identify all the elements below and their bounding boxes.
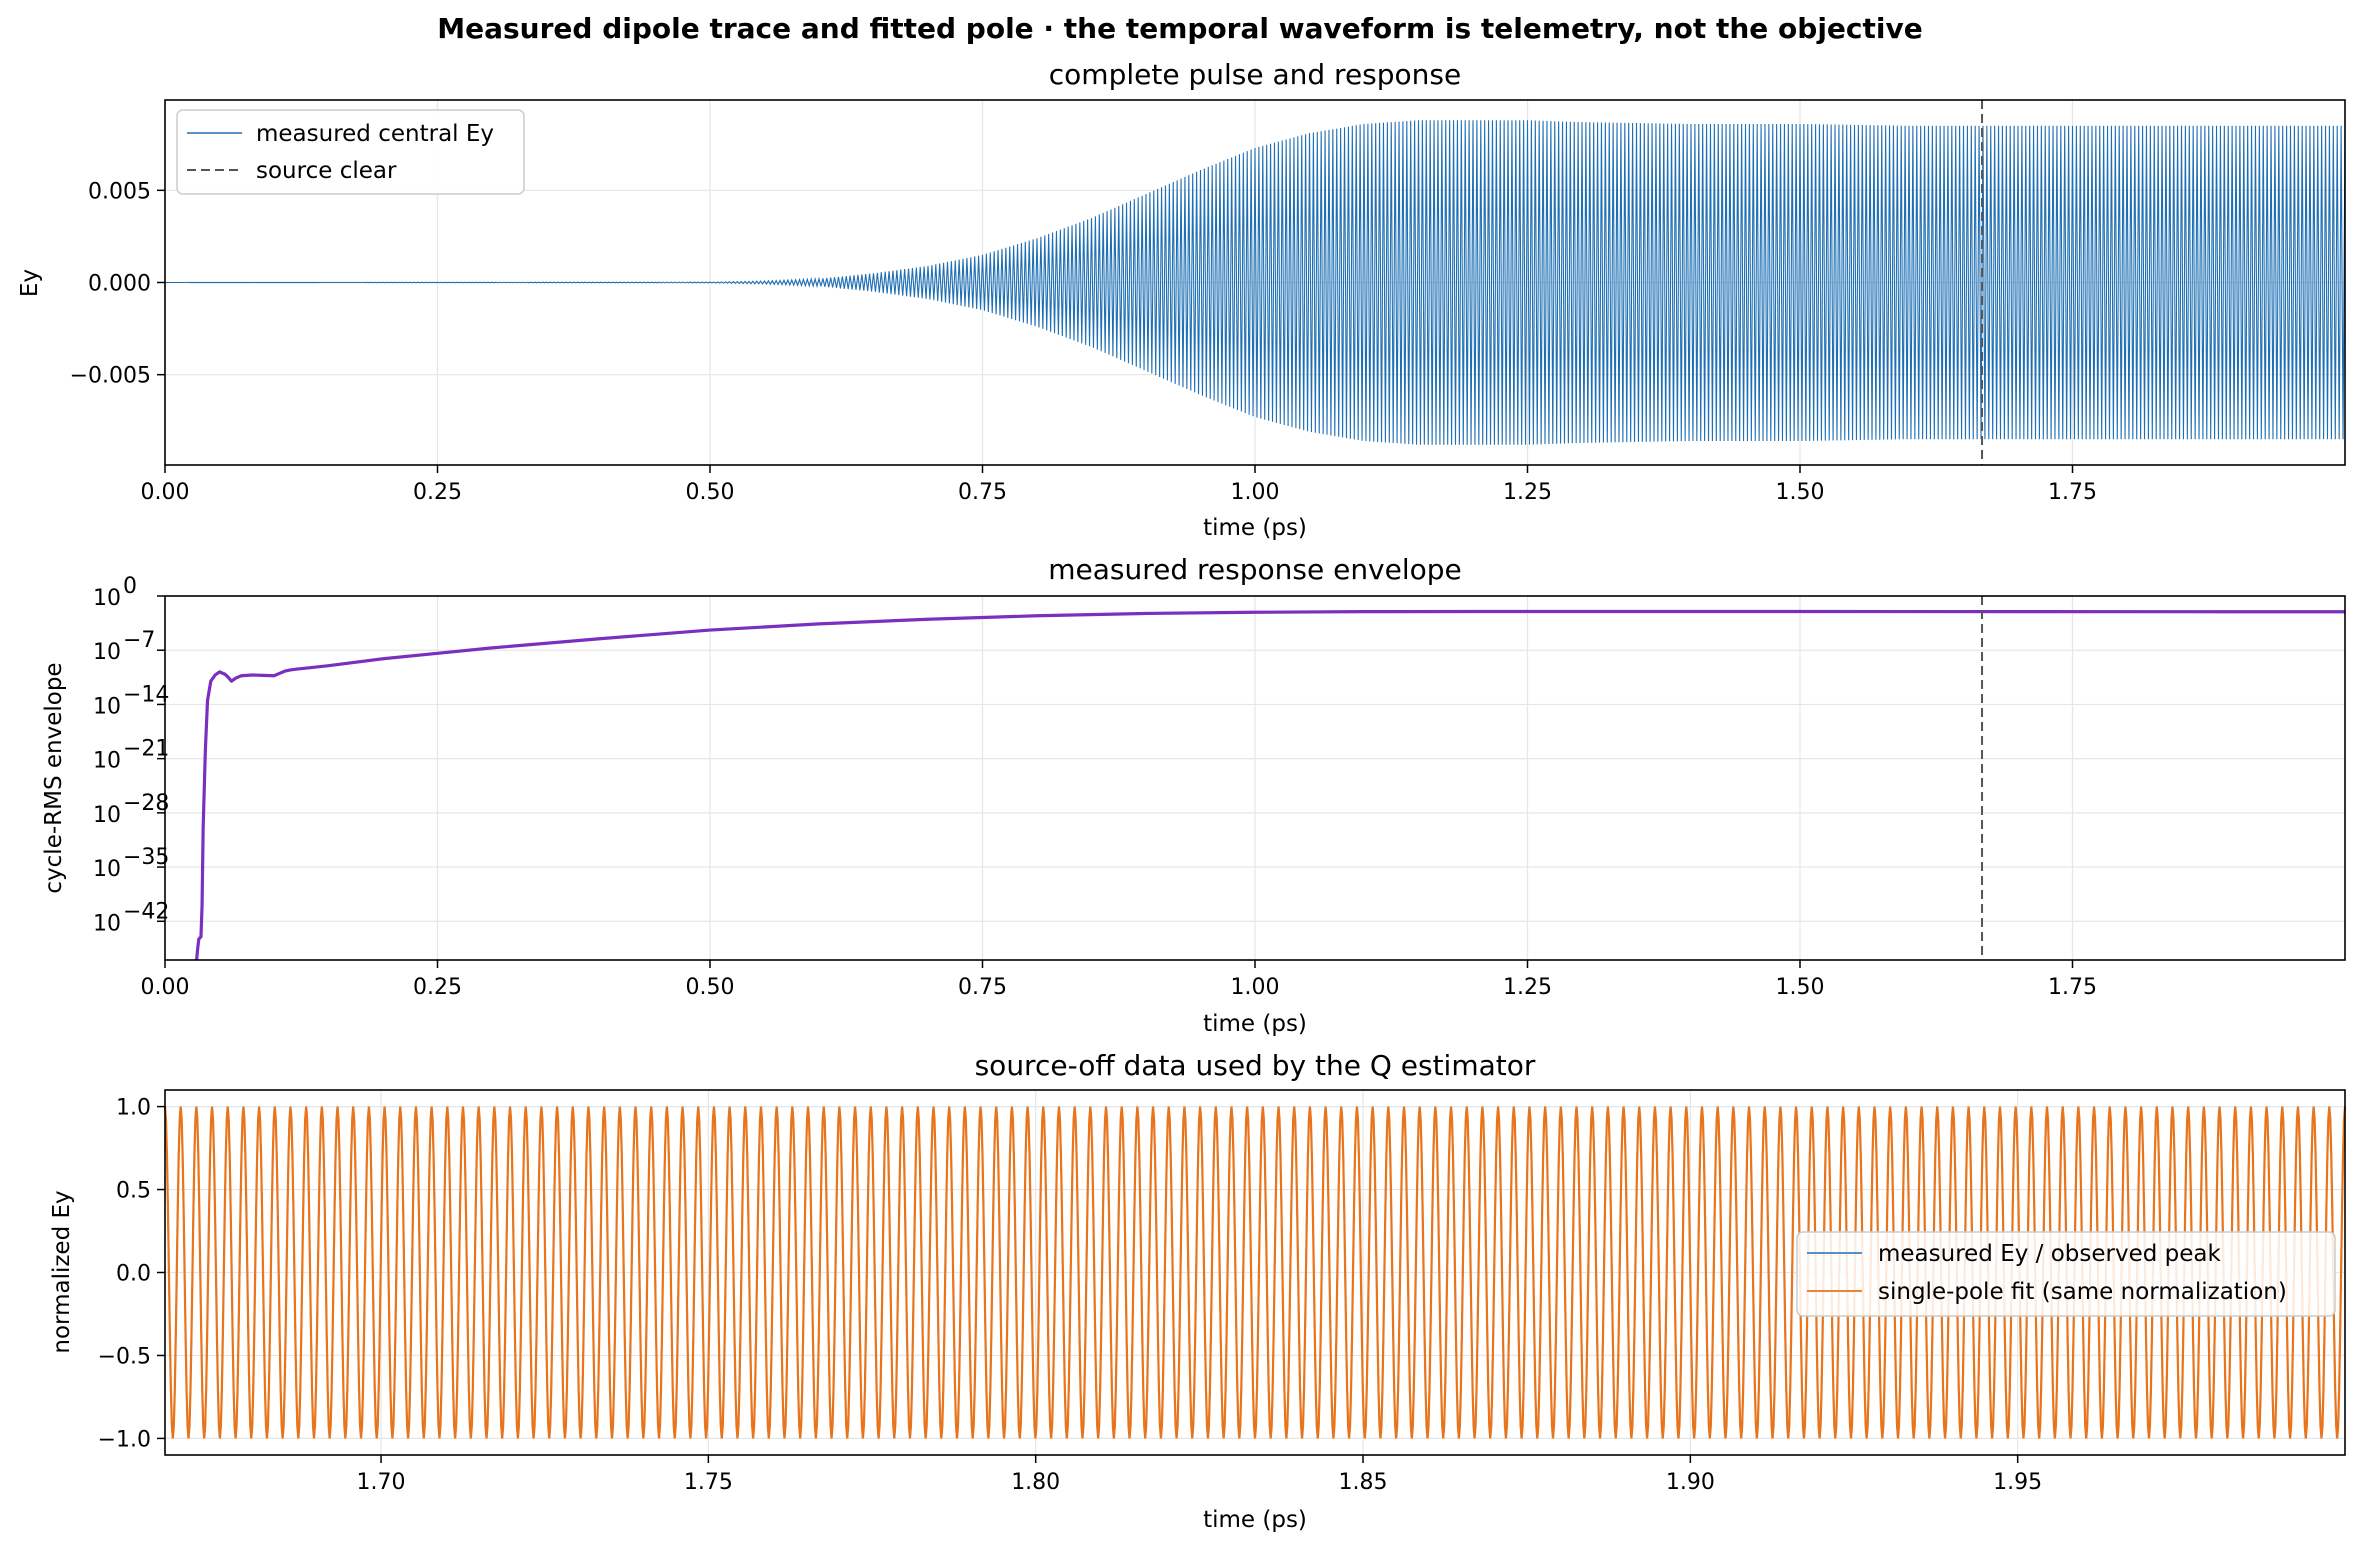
panel1-xlabel: time (ps) bbox=[1203, 515, 1307, 541]
x-tick-label: 1.70 bbox=[357, 1470, 406, 1495]
panel1-x-ticks: 0.00 0.25 0.50 0.75 1.00 1.25 1.50 1.75 bbox=[141, 465, 2097, 505]
y-tick-exponent: −35 bbox=[123, 845, 169, 870]
x-tick-label: 1.90 bbox=[1666, 1470, 1715, 1495]
x-tick-label: 0.50 bbox=[686, 975, 735, 1000]
panel2-x-ticks: 0.00 0.25 0.50 0.75 1.00 1.25 1.50 1.75 bbox=[141, 960, 2097, 1000]
y-tick-label: 10 bbox=[93, 857, 121, 882]
y-tick-label: 0.5 bbox=[116, 1179, 151, 1204]
x-tick-label: 1.75 bbox=[684, 1470, 733, 1495]
measured-ey-trace bbox=[165, 120, 2346, 445]
x-tick-label: 1.75 bbox=[2048, 480, 2097, 505]
x-tick-label: 0.75 bbox=[958, 480, 1007, 505]
x-tick-label: 1.75 bbox=[2048, 975, 2097, 1000]
figure-suptitle: Measured dipole trace and fitted pole · … bbox=[437, 12, 1922, 45]
panel3-title: source-off data used by the Q estimator bbox=[975, 1049, 1536, 1082]
x-tick-label: 1.80 bbox=[1011, 1470, 1060, 1495]
panel-response-envelope: measured response envelope 0.00 0.25 0.50 0… bbox=[41, 553, 2346, 1037]
y-tick-exponent: 0 bbox=[123, 574, 137, 599]
panel3-legend: measured Ey / observed peak single-pole … bbox=[1796, 1231, 2336, 1317]
x-tick-label: 0.00 bbox=[141, 975, 190, 1000]
panel2-title: measured response envelope bbox=[1048, 553, 1462, 586]
y-tick-exponent: −42 bbox=[123, 899, 169, 924]
x-tick-label: 1.25 bbox=[1503, 480, 1552, 505]
y-tick-label: 0.000 bbox=[88, 272, 151, 297]
envelope-curve bbox=[195, 609, 2345, 961]
y-tick-label: 10 bbox=[93, 640, 121, 665]
panel3-ylabel: normalized Ey bbox=[49, 1190, 75, 1353]
x-tick-label: 0.25 bbox=[413, 975, 462, 1000]
panel1-legend: measured central Ey source clear bbox=[176, 109, 525, 195]
x-tick-label: 1.50 bbox=[1776, 975, 1825, 1000]
panel-complete-pulse: complete pulse and response 0.00 0.25 0.50… bbox=[17, 58, 2346, 541]
y-tick-exponent: −21 bbox=[123, 737, 169, 762]
single-pole-fit-trace bbox=[163, 1106, 2347, 1439]
panel1-y-ticks: 0.005 0.000 −0.005 bbox=[70, 179, 165, 389]
legend-label-measured: measured central Ey bbox=[256, 121, 494, 147]
panel-source-off: source-off data used by the Q estimator … bbox=[49, 1049, 2347, 1533]
y-tick-exponent: −28 bbox=[123, 791, 169, 816]
panel1-title: complete pulse and response bbox=[1049, 58, 1461, 91]
y-tick-label: 10 bbox=[93, 911, 121, 936]
y-tick-label: 1.0 bbox=[116, 1096, 151, 1121]
panel3-x-ticks: 1.70 1.75 1.80 1.85 1.90 1.95 bbox=[357, 1455, 2042, 1495]
y-tick-label: 10 bbox=[93, 694, 121, 719]
x-tick-label: 1.00 bbox=[1231, 480, 1280, 505]
x-tick-label: 1.85 bbox=[1339, 1470, 1388, 1495]
panel2-xlabel: time (ps) bbox=[1203, 1011, 1307, 1037]
y-tick-label: 0.0 bbox=[116, 1262, 151, 1287]
y-tick-label: −1.0 bbox=[98, 1427, 151, 1452]
legend-label-measured-normalized: measured Ey / observed peak bbox=[1878, 1241, 2222, 1267]
y-tick-label: 10 bbox=[93, 749, 121, 774]
y-tick-label: 0.005 bbox=[88, 179, 151, 204]
panel3-y-ticks: 1.0 0.5 0.0 −0.5 −1.0 bbox=[98, 1096, 165, 1452]
x-tick-label: 0.00 bbox=[141, 480, 190, 505]
x-tick-label: 0.25 bbox=[413, 480, 462, 505]
y-tick-exponent: −7 bbox=[123, 628, 155, 653]
x-tick-label: 1.50 bbox=[1776, 480, 1825, 505]
y-tick-label: −0.005 bbox=[70, 364, 151, 389]
panel2-ylabel: cycle-RMS envelope bbox=[41, 662, 67, 893]
panel1-ylabel: Ey bbox=[17, 269, 43, 297]
legend-label-single-pole-fit: single-pole fit (same normalization) bbox=[1878, 1279, 2287, 1305]
x-tick-label: 1.00 bbox=[1231, 975, 1280, 1000]
y-tick-label: 10 bbox=[93, 586, 121, 611]
x-tick-label: 0.50 bbox=[686, 480, 735, 505]
y-tick-label: −0.5 bbox=[98, 1344, 151, 1369]
x-tick-label: 0.75 bbox=[958, 975, 1007, 1000]
x-tick-label: 1.95 bbox=[1993, 1470, 2042, 1495]
y-tick-exponent: −14 bbox=[123, 682, 169, 707]
panel3-xlabel: time (ps) bbox=[1203, 1507, 1307, 1533]
legend-label-source-clear: source clear bbox=[256, 158, 397, 184]
y-tick-label: 10 bbox=[93, 803, 121, 828]
x-tick-label: 1.25 bbox=[1503, 975, 1552, 1000]
